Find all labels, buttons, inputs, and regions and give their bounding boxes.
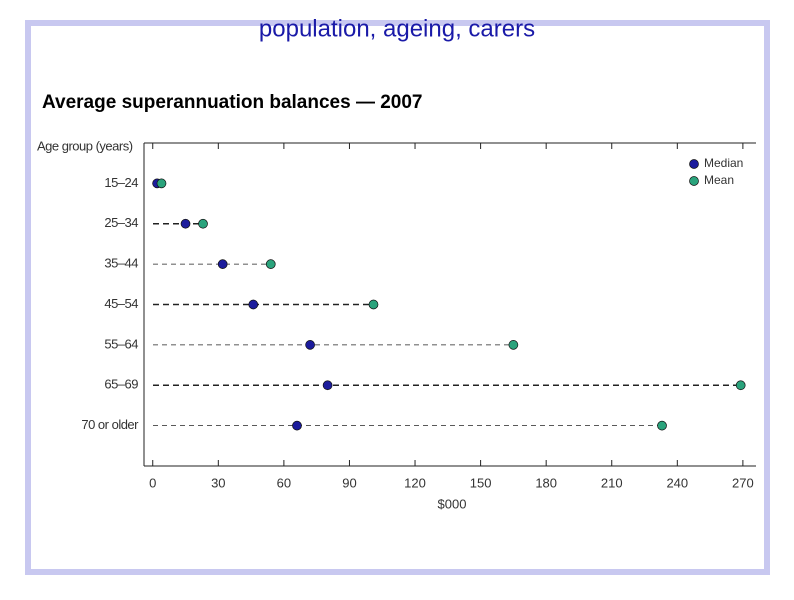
x-tick-label: 60 xyxy=(277,475,291,490)
dot xyxy=(180,218,191,229)
x-tick-label: 180 xyxy=(535,475,557,490)
dot xyxy=(322,380,333,391)
dot xyxy=(657,420,667,431)
dot xyxy=(248,299,259,310)
y-tick-label: 65–69 xyxy=(104,377,138,392)
dot xyxy=(305,340,315,350)
dot xyxy=(156,178,167,189)
x-tick-label: 240 xyxy=(666,475,688,490)
legend-label: Mean xyxy=(704,173,734,187)
slide-frame xyxy=(25,20,770,575)
y-tick-label: 70 or older xyxy=(81,417,139,432)
legend-marker xyxy=(689,159,699,169)
y-tick-label: 45–54 xyxy=(104,296,138,311)
dot xyxy=(368,299,379,310)
x-tick-label: 270 xyxy=(732,475,754,490)
y-axis-label: Age group (years) xyxy=(37,138,133,153)
y-tick-label: 25–34 xyxy=(104,215,138,230)
legend-marker xyxy=(689,176,699,186)
x-axis-label: $000 xyxy=(438,496,467,511)
y-tick-label: 55–64 xyxy=(104,336,138,351)
dot xyxy=(217,259,228,269)
dot xyxy=(265,259,276,269)
x-tick-label: 90 xyxy=(342,475,356,490)
dot xyxy=(508,340,519,350)
chart-title: Average superannuation balances — 2007 xyxy=(42,92,423,113)
x-tick-label: 210 xyxy=(601,475,623,490)
x-tick-label: 120 xyxy=(404,475,426,490)
dot xyxy=(735,380,746,391)
y-tick-label: 35–44 xyxy=(104,256,138,271)
x-tick-label: 0 xyxy=(149,475,156,490)
x-tick-label: 30 xyxy=(211,475,225,490)
y-tick-label: 15–24 xyxy=(104,175,138,190)
x-tick-label: 150 xyxy=(470,475,492,490)
slide-title: population, ageing, carers xyxy=(259,15,535,42)
dot xyxy=(198,218,208,229)
legend-label: Median xyxy=(704,156,743,170)
dot xyxy=(292,420,302,431)
